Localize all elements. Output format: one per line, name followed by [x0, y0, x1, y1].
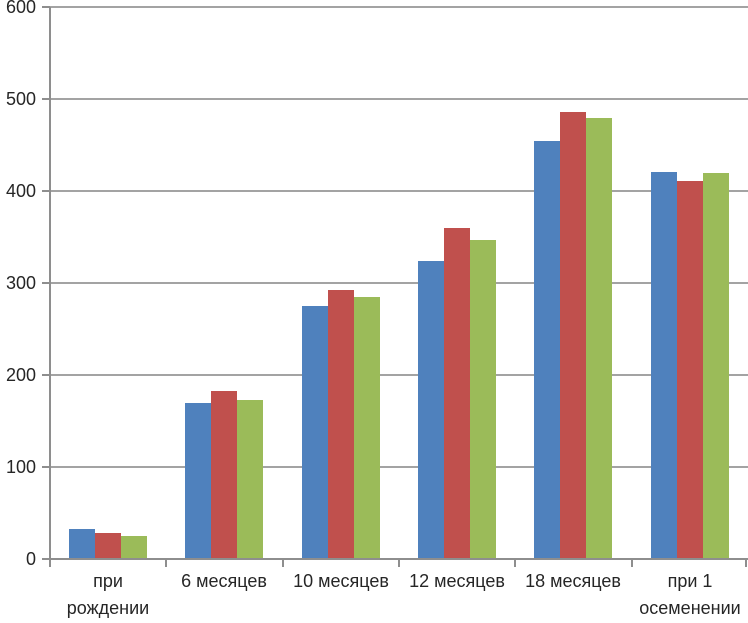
bar	[237, 400, 263, 559]
y-axis-tick	[42, 374, 50, 376]
bar	[703, 173, 729, 559]
x-axis-category-label: при 1 осеменении	[632, 568, 748, 622]
bar	[95, 533, 121, 559]
y-axis-tick	[42, 466, 50, 468]
bar	[586, 118, 612, 559]
x-axis-tick	[631, 559, 633, 567]
y-axis-tick-label: 600	[5, 0, 36, 17]
bar	[121, 536, 147, 559]
x-axis-category-label: при рождении	[50, 568, 166, 622]
gridline	[50, 466, 748, 468]
y-axis-tick	[42, 558, 50, 560]
x-axis-category-label: 12 месяцев	[399, 568, 515, 595]
gridline	[50, 282, 748, 284]
x-axis-category-label: 6 месяцев	[166, 568, 282, 595]
bar	[302, 306, 328, 559]
x-axis-label-line: 18 месяцев	[525, 571, 621, 591]
y-axis-tick	[42, 190, 50, 192]
gridline	[50, 374, 748, 376]
x-axis-tick	[398, 559, 400, 567]
y-axis-tick-label: 100	[5, 457, 36, 477]
x-axis-tick	[49, 559, 51, 567]
y-axis-tick	[42, 6, 50, 8]
x-axis-category-label: 18 месяцев	[515, 568, 631, 595]
bar	[651, 172, 677, 559]
bar	[69, 529, 95, 559]
x-axis-tick	[165, 559, 167, 567]
bar	[418, 261, 444, 559]
x-axis-label-line: рождении	[66, 598, 150, 618]
gridline	[50, 6, 748, 8]
y-axis-line	[49, 7, 51, 566]
x-axis-tick	[745, 559, 747, 567]
bar	[185, 403, 211, 559]
y-axis-tick-label: 400	[5, 181, 36, 201]
x-axis-category-label: 10 месяцев	[283, 568, 399, 595]
bar	[444, 228, 470, 559]
x-axis-label-line: 12 месяцев	[409, 571, 505, 591]
y-axis-tick-label: 0	[25, 549, 36, 569]
y-axis-tick	[42, 282, 50, 284]
x-axis-label-line: при 1	[667, 571, 713, 591]
gridline	[50, 190, 748, 192]
x-axis-tick	[514, 559, 516, 567]
bar	[328, 290, 354, 559]
x-axis-label-line: при	[93, 571, 123, 591]
x-axis-tick	[282, 559, 284, 567]
y-axis-tick-label: 200	[5, 365, 36, 385]
x-axis-label-line: 10 месяцев	[293, 571, 389, 591]
bar	[677, 181, 703, 559]
bar	[560, 112, 586, 559]
bar	[211, 391, 237, 559]
gridline	[50, 98, 748, 100]
y-axis-tick-label: 300	[5, 273, 36, 293]
y-axis-tick-label: 500	[5, 89, 36, 109]
x-axis-label-line: осеменении	[639, 598, 741, 618]
bar	[470, 240, 496, 559]
bar	[534, 141, 560, 559]
bar	[354, 297, 380, 559]
y-axis-tick	[42, 98, 50, 100]
x-axis-label-line: 6 месяцев	[181, 571, 267, 591]
